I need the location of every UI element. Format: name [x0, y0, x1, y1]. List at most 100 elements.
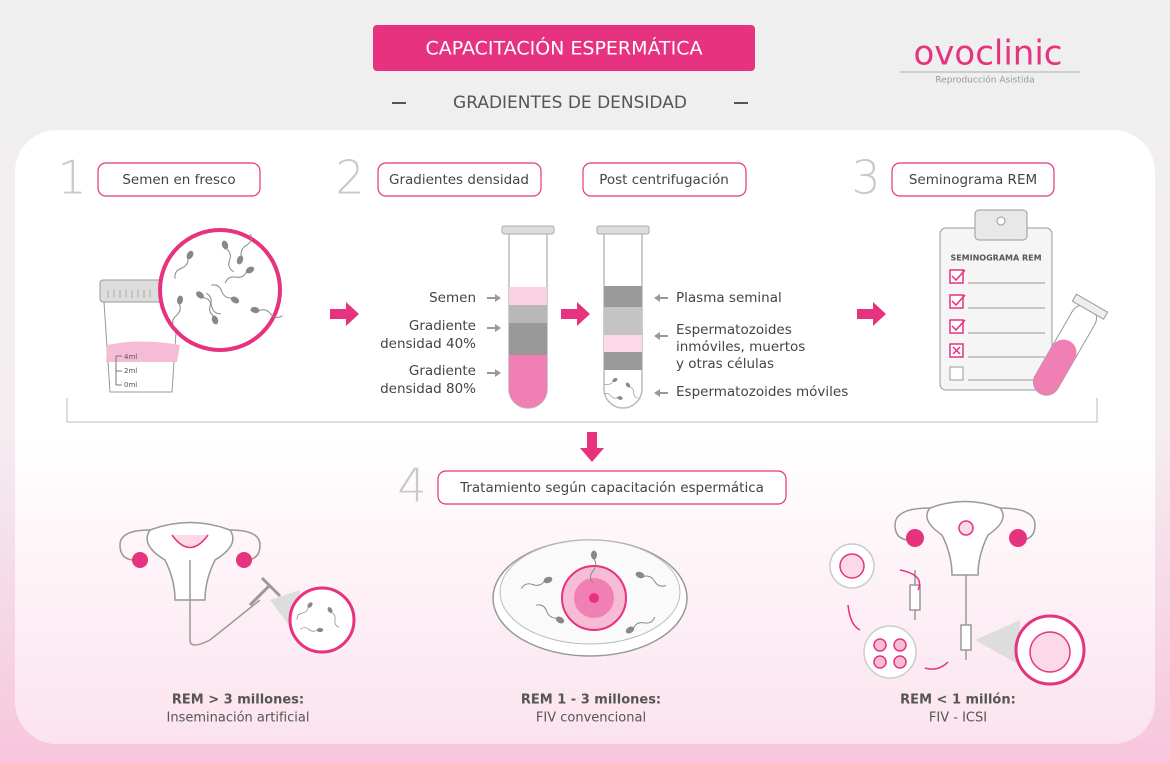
clipboard-part-part	[951, 294, 966, 307]
clipboard-part	[968, 282, 1045, 381]
magnifier	[158, 228, 284, 352]
pointer-part	[487, 369, 501, 377]
gradient-tube-part-part	[509, 305, 547, 323]
treatment-name: FIV - ICSI	[929, 711, 987, 726]
uterus-insemination	[119, 521, 356, 654]
icsi-diagram-part	[909, 584, 921, 611]
flow-arrow	[330, 302, 359, 326]
icsi-diagram-part	[893, 638, 907, 652]
uterus-insemination-part	[189, 560, 261, 646]
icsi-diagram-part	[924, 661, 949, 670]
layer-label: densidad 40%	[380, 336, 476, 352]
volume-mark: 0ml	[124, 381, 137, 389]
icsi-diagram-part	[873, 638, 887, 652]
pointer-part	[487, 294, 501, 302]
clipboard-part-part	[951, 319, 966, 332]
flow-arrow-part	[330, 302, 359, 326]
gradient-tube-part-part	[509, 355, 547, 408]
layer-label: Gradiente	[409, 318, 476, 334]
pointer	[487, 294, 501, 377]
treatment-condition: REM 1 - 3 millones:	[521, 693, 661, 708]
test-tube-part	[1071, 293, 1109, 320]
gradient-tube-part-part	[509, 323, 547, 355]
centrifuged-tube-part	[596, 225, 650, 235]
clipboard-part	[951, 269, 966, 355]
clipboard-part-part	[949, 269, 964, 284]
layer-label: Gradiente	[409, 363, 476, 379]
step-label: Tratamiento según capacitación espermáti…	[459, 480, 764, 496]
sample-container-part	[115, 355, 122, 386]
volume-mark: 4ml	[124, 353, 137, 361]
icsi-diagram-part	[999, 507, 1036, 541]
layer-label: Espermatozoides móviles	[676, 384, 848, 400]
centrifuged-tube	[596, 225, 650, 409]
treatment-name: FIV convencional	[536, 711, 646, 726]
step-box	[891, 162, 1055, 197]
icsi-diagram-part	[899, 569, 921, 591]
flow-arrow	[561, 302, 590, 326]
uterus-insemination-part	[119, 529, 151, 561]
icsi-diagram-part	[839, 553, 865, 579]
icsi-diagram-part	[960, 624, 972, 651]
centrifuged-tube-part-part	[604, 286, 642, 307]
uterus-insemination-part	[248, 576, 282, 607]
clipboard-part	[939, 227, 1053, 391]
gradient-tube-part-part	[509, 287, 547, 305]
icsi-diagram-part	[893, 655, 907, 669]
treatment-name: Inseminación artificial	[167, 711, 310, 726]
petri-dish-part	[589, 593, 599, 603]
uterus-insemination-part	[132, 552, 148, 568]
title-box	[373, 25, 755, 71]
step-number: 3	[851, 151, 880, 205]
title: CAPACITACIÓN ESPERMÁTICA	[425, 36, 702, 60]
icsi-diagram-part	[894, 507, 931, 541]
logo: ovoclinic	[914, 34, 1063, 74]
magnifier-part	[158, 228, 282, 352]
flow-arrow-part	[561, 302, 590, 326]
step-label: Gradientes densidad	[389, 172, 529, 188]
icsi-diagram-part	[863, 625, 917, 679]
sample-container-part	[106, 341, 180, 362]
layer-label: densidad 80%	[380, 381, 476, 397]
volume-mark: 2ml	[124, 367, 137, 375]
icsi-diagram	[829, 500, 1086, 686]
treatment-condition: REM > 3 millones:	[172, 693, 304, 708]
icsi-diagram-part	[847, 604, 861, 631]
icsi-diagram-part	[1029, 631, 1071, 673]
clipboard	[939, 209, 1053, 391]
treatment-condition: REM < 1 millón:	[900, 693, 1016, 708]
clipboard-part	[996, 216, 1006, 226]
layer-label: y otras células	[676, 356, 774, 372]
test-tube	[1033, 293, 1109, 396]
flow-arrow-part	[580, 432, 604, 462]
pointer-part	[487, 324, 501, 332]
bracket	[66, 398, 1098, 423]
gradient-tube	[501, 225, 555, 409]
clipboard-title: SEMINOGRAMA REM	[950, 254, 1041, 263]
flow-arrow	[580, 432, 604, 462]
pointer-part	[654, 294, 668, 302]
step-number: 1	[57, 151, 86, 205]
centrifuged-tube-part-part	[604, 352, 642, 370]
step-number: 4	[397, 459, 426, 513]
step-number: 2	[335, 151, 364, 205]
gradient-tube-part	[501, 225, 555, 235]
step-label: Post centrifugación	[599, 172, 729, 188]
centrifuged-tube-part	[604, 286, 642, 401]
flow-arrow-part	[857, 302, 886, 326]
pointer	[654, 294, 668, 397]
icsi-diagram-part	[906, 529, 924, 547]
step-box	[437, 470, 787, 505]
flow-arrow	[857, 302, 886, 326]
step-label: Seminograma REM	[909, 172, 1037, 188]
petri-dish	[492, 539, 688, 657]
clipboard-part-part	[952, 346, 961, 355]
clipboard-part-part	[949, 319, 964, 334]
pointer-part	[654, 332, 668, 340]
layer-label: inmóviles, muertos	[676, 339, 805, 355]
step-box	[377, 162, 542, 197]
uterus-insemination-part	[236, 552, 252, 568]
icsi-diagram-part	[958, 520, 974, 536]
